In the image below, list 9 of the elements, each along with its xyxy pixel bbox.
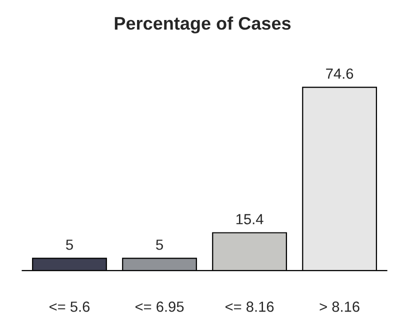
data-label: 74.6 — [326, 68, 354, 79]
x-tick-label: <= 6.95 — [136, 302, 184, 312]
x-tick-label: <= 8.16 — [226, 302, 274, 312]
chart-title: Percentage of Cases — [114, 16, 291, 34]
x-tick-label: > 8.16 — [320, 302, 360, 312]
data-label: 5 — [156, 240, 163, 250]
data-label: 5 — [66, 240, 73, 250]
data-label: 15.4 — [236, 214, 264, 224]
x-tick-label: <= 5.6 — [50, 302, 90, 312]
